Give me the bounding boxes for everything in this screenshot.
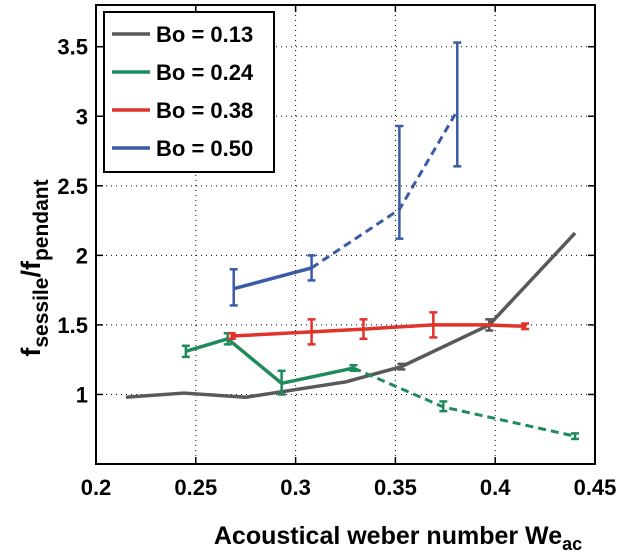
error-bar [453, 41, 462, 168]
error-bar [397, 362, 406, 371]
error-bar [359, 318, 368, 341]
error-bar [307, 254, 316, 282]
series-4 [229, 41, 462, 307]
error-bar [229, 268, 238, 307]
y-axis-label-f1: f [16, 347, 46, 357]
y-tick-label: 2 [76, 243, 88, 268]
x-axis-label: Acoustical weber number Weac [214, 522, 582, 550]
series-1 [125, 231, 577, 399]
y-axis-label-f2: f [16, 260, 46, 270]
legend: Bo = 0.13 Bo = 0.24 Bo = 0.38 Bo = 0.50 [103, 11, 275, 173]
error-bar [521, 322, 530, 331]
series-line-solid [233, 266, 313, 291]
x-tick-label: 0.3 [280, 475, 311, 500]
legend-box [103, 11, 275, 173]
x-tick-label: 0.35 [374, 475, 417, 500]
y-tick-label: 1 [76, 382, 88, 407]
legend-item: Bo = 0.13 [112, 22, 253, 47]
y-tick-label: 3.5 [57, 35, 88, 60]
error-bar [395, 124, 404, 240]
error-bar [307, 318, 316, 346]
x-tick-label: 0.2 [81, 475, 112, 500]
x-tick-label: 0.45 [574, 475, 617, 500]
y-tick-label: 1.5 [57, 313, 88, 338]
plot-frame [95, 4, 596, 465]
x-tick-label: 0.25 [174, 475, 217, 500]
error-bar [227, 332, 236, 341]
legend-label: Bo = 0.24 [156, 60, 254, 85]
legend-item: Bo = 0.38 [112, 98, 253, 123]
x-axis-label-subscript: ac [562, 534, 582, 550]
error-bar [277, 369, 286, 396]
y-axis-label: fsessile/fpendant [16, 179, 53, 356]
x-axis-label-main: Acoustical weber number We [214, 522, 562, 550]
legend-label: Bo = 0.38 [156, 98, 253, 123]
series-line-solid [125, 231, 577, 399]
legend-item: Bo = 0.50 [112, 136, 253, 161]
error-bar [181, 344, 190, 359]
series-layer [125, 41, 580, 441]
series-line-solid [185, 337, 354, 386]
series-2 [181, 332, 580, 441]
legend-label: Bo = 0.13 [156, 22, 253, 47]
y-axis-label-sub2: pendant [30, 179, 53, 261]
y-axis-label-sub1: sessile [30, 278, 53, 348]
series-line-dashed [352, 366, 576, 438]
x-tick-label: 0.4 [480, 475, 511, 500]
y-tick-label: 2.5 [57, 174, 88, 199]
ticks-layer: 0.2 0.25 0.3 0.35 0.4 0.45 1 1.5 2 2.5 3 3.5 [57, 5, 616, 500]
error-bar [429, 311, 438, 339]
y-axis-label-slash: / [16, 270, 46, 278]
error-bar [439, 400, 448, 413]
series-line-solid [231, 323, 526, 338]
error-bar [571, 432, 580, 441]
series-3 [227, 311, 530, 346]
y-tick-label: 3 [76, 104, 88, 129]
legend-item: Bo = 0.24 [112, 60, 254, 85]
series-line-dashed [310, 109, 459, 270]
legend-label: Bo = 0.50 [156, 136, 253, 161]
error-bar [349, 363, 358, 373]
